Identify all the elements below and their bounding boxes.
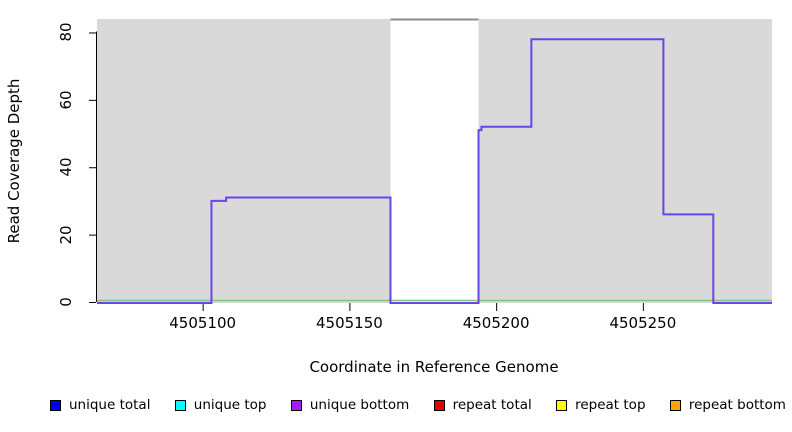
legend-label: unique total [69, 397, 151, 413]
y-tick-label: 20 [57, 225, 75, 245]
legend-item: repeat bottom [669, 397, 786, 413]
legend-item: unique bottom [290, 397, 410, 413]
legend-swatch-icon [174, 399, 186, 411]
legend-label: unique top [193, 397, 267, 413]
legend-swatch-icon [433, 399, 445, 411]
x-tick-label: 4505100 [169, 314, 237, 332]
legend-item: unique top [174, 397, 267, 413]
x-tick-label: 4505150 [315, 314, 383, 332]
legend-item: unique total [50, 397, 150, 413]
legend-label: unique bottom [309, 397, 410, 413]
x-tick-label: 4505200 [462, 314, 530, 332]
y-tick-label: 60 [57, 90, 75, 110]
legend-swatch-icon [669, 399, 681, 411]
coverage-step-line [97, 38, 772, 304]
x-tick-label: 4505250 [609, 314, 677, 332]
y-axis-title: Read Coverage Depth [5, 78, 23, 244]
legend: unique total unique top unique bottom repea… [50, 394, 786, 416]
x-axis-title: Coordinate in Reference Genome [309, 358, 559, 376]
legend-label: repeat top [575, 397, 646, 413]
legend-swatch-icon [290, 399, 302, 411]
y-tick-label: 40 [57, 157, 75, 177]
y-tick-label: 80 [57, 22, 75, 43]
legend-label: repeat bottom [688, 397, 786, 413]
y-tick-label: 0 [57, 297, 75, 307]
legend-label: repeat total [452, 397, 532, 413]
gap-region [390, 19, 479, 304]
legend-item: repeat top [556, 397, 646, 413]
legend-swatch-icon [50, 399, 61, 411]
legend-item: repeat total [433, 397, 532, 413]
legend-swatch-icon [556, 399, 568, 411]
